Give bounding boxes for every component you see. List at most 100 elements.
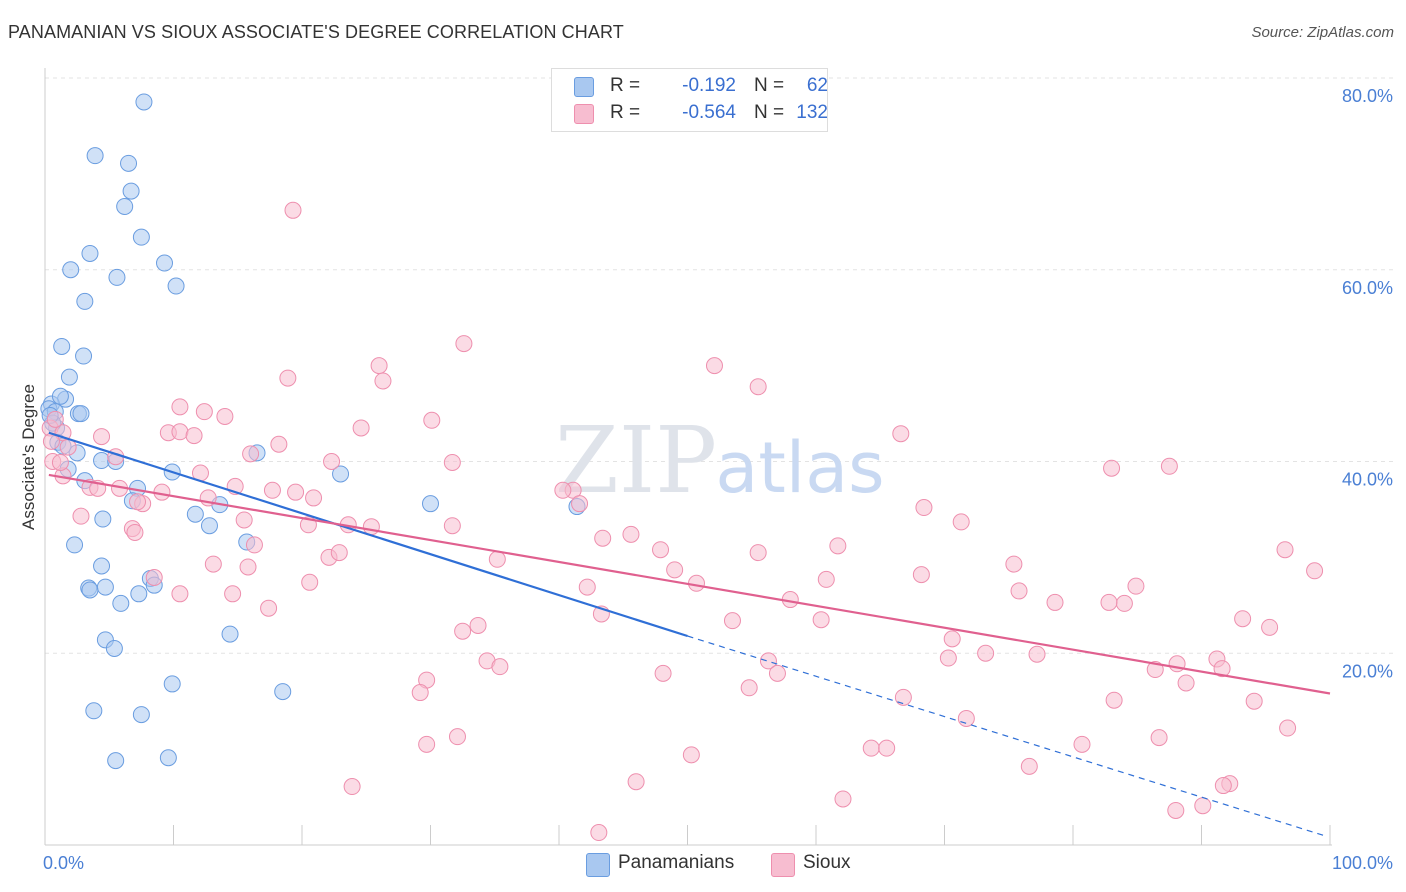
panamanians-point (221, 625, 239, 643)
sioux-point (952, 513, 970, 531)
sioux-point (627, 773, 645, 791)
sioux-point (1279, 719, 1297, 737)
sioux-point (892, 425, 910, 443)
sioux-point (912, 566, 930, 584)
sioux-point (1194, 797, 1212, 815)
sioux-point (46, 410, 64, 428)
legend-n-label: N = (754, 75, 785, 96)
sioux-point (590, 824, 608, 842)
panamanians-point (132, 228, 150, 246)
y-axis-label: Associate's Degree (19, 384, 38, 530)
sioux-point (145, 569, 163, 587)
sioux-point (705, 357, 723, 375)
series-legend: Panamanians Sioux (0, 852, 1406, 878)
panamanians-point (107, 752, 125, 770)
sioux-point (242, 445, 260, 463)
sioux-point (723, 612, 741, 630)
sioux-point (578, 578, 596, 596)
panamanians-point (186, 505, 204, 523)
panamanians-point (105, 639, 123, 657)
panamanians-point (51, 387, 69, 405)
legend-n-value: 62 (806, 75, 828, 96)
sioux-point (1028, 645, 1046, 663)
tick-labels: 20.0% 40.0% 60.0% 80.0% 0.0% 100.0% (43, 86, 1393, 873)
panamanians-point (156, 254, 174, 272)
legend-r-label: R = (610, 102, 641, 123)
sioux-point (652, 541, 670, 559)
panamanians-point (81, 244, 99, 262)
sioux-point (270, 435, 288, 453)
sioux-point (1046, 593, 1064, 611)
panamanians-point (120, 154, 138, 172)
sioux-point (1213, 660, 1231, 678)
sioux-point (239, 558, 257, 576)
panamanians-point (130, 585, 148, 603)
sioux-point (977, 644, 995, 662)
sioux-point (204, 555, 222, 573)
sioux-point (740, 679, 758, 697)
sioux-point (654, 664, 672, 682)
sioux-point (330, 544, 348, 562)
panamanians-point (96, 578, 114, 596)
y-tick-label: 60.0% (1342, 278, 1393, 298)
watermark-atlas: atlas (715, 427, 884, 509)
sioux-point (171, 423, 189, 441)
sioux-point (666, 561, 684, 579)
sioux-point (454, 622, 472, 640)
sioux-point (1261, 618, 1279, 636)
sioux-point (129, 493, 147, 511)
sioux-point (216, 407, 234, 425)
panamanians-point (93, 452, 111, 470)
panamanians-point (94, 510, 112, 528)
panamanians-point (167, 277, 185, 295)
sioux-point (260, 599, 278, 617)
data-points (40, 93, 1324, 842)
sioux-point (370, 357, 388, 375)
sioux-point (894, 688, 912, 706)
sioux-point (305, 489, 323, 507)
sioux-point (1100, 593, 1118, 611)
series-swatch-panamanians (586, 853, 610, 877)
sioux-point (448, 728, 466, 746)
legend-n-value: 132 (796, 102, 828, 123)
sioux-point (443, 517, 461, 535)
source-label: Source: ZipAtlas.com (1251, 24, 1394, 41)
x-tick-label-max: 100.0% (1332, 853, 1393, 873)
sioux-trend-line (48, 473, 1331, 695)
sioux-point (1103, 459, 1121, 477)
sioux-point (72, 507, 90, 525)
sioux-point (488, 550, 506, 568)
sioux-point (411, 684, 429, 702)
axes (44, 68, 1332, 846)
sioux-point (943, 630, 961, 648)
sioux-point (323, 453, 341, 470)
chart-title: PANAMANIAN VS SIOUX ASSOCIATE'S DEGREE C… (8, 22, 624, 42)
sioux-point (469, 616, 487, 634)
sioux-point (594, 529, 612, 547)
series-swatch-sioux (771, 853, 795, 877)
sioux-point (1214, 777, 1232, 795)
panamanians-point (62, 261, 80, 279)
sioux-point (423, 411, 441, 429)
sioux-point (491, 658, 509, 676)
sioux-point (93, 428, 111, 446)
sioux-point (224, 585, 242, 603)
sioux-point (1020, 757, 1038, 775)
panamanians-point (53, 337, 71, 355)
sioux-point (1127, 577, 1145, 595)
sioux-point (957, 709, 975, 727)
panamanians-trend-extension (687, 635, 1324, 836)
panamanians-point (72, 405, 90, 423)
y-tick-label: 20.0% (1342, 661, 1393, 681)
sioux-point (878, 739, 896, 757)
panamanians-point (422, 495, 439, 513)
legend-r-label: R = (610, 75, 641, 96)
sioux-point (1150, 729, 1168, 747)
sioux-point (1177, 674, 1195, 692)
sioux-point (51, 453, 69, 471)
sioux-point (1167, 801, 1185, 819)
legend-n-label: N = (754, 102, 785, 123)
sioux-point (1234, 610, 1252, 628)
sioux-point (455, 335, 473, 353)
